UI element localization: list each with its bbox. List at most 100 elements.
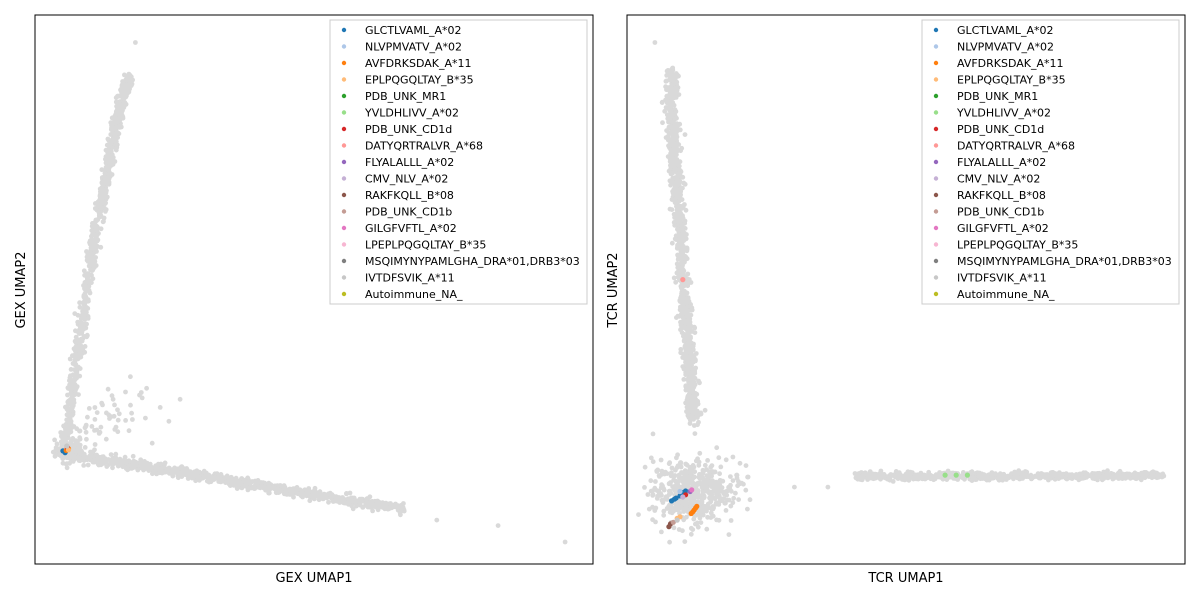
background-cell-point [745, 506, 750, 512]
background-cell-point [702, 480, 708, 485]
background-cell-point [658, 457, 664, 463]
background-cell-point [739, 480, 745, 486]
background-cell-point [696, 419, 701, 425]
background-cell-point [122, 72, 127, 78]
epitope-cell-point [671, 496, 678, 502]
background-cell-point [317, 489, 323, 495]
background-cell-point [83, 429, 89, 435]
background-cell-point [652, 40, 658, 45]
background-cell-point [668, 506, 673, 512]
background-cell-point [676, 167, 681, 172]
background-cell-point [745, 474, 751, 480]
background-cell-point [680, 227, 686, 233]
background-cell-point [70, 459, 76, 464]
background-cell-point [99, 167, 105, 173]
background-cell-point [77, 304, 83, 310]
background-cell-point [83, 423, 89, 429]
background-cell-point [149, 440, 155, 446]
background-cell-point [699, 484, 705, 490]
legend-label: IVTDFSVIK_A*11 [957, 272, 1047, 285]
background-cell-point [724, 488, 730, 494]
background-cell-point [360, 505, 366, 510]
background-cell-point [82, 445, 88, 450]
background-cell-point [636, 512, 641, 517]
background-cell-point [310, 489, 315, 495]
background-cell-point [674, 149, 680, 154]
background-cell-point [77, 450, 83, 456]
background-cell-point [113, 451, 119, 457]
background-cell-point [82, 286, 87, 292]
background-cell-point [71, 454, 76, 459]
epitope-cell-point [964, 472, 971, 478]
background-cell-point [671, 211, 677, 217]
background-cell-point [352, 498, 358, 504]
background-cell-point [683, 254, 689, 260]
background-cell-point [81, 463, 87, 468]
background-cell-point [698, 509, 704, 515]
legend-label: RAKFKQLL_B*08 [365, 189, 454, 202]
background-cell-point [690, 366, 695, 372]
background-cell-point [728, 482, 733, 488]
x-axis-label: GEX UMAP1 [275, 571, 352, 586]
background-cell-point [926, 469, 932, 475]
background-cell-point [356, 498, 362, 504]
background-cell-point [692, 390, 698, 396]
background-cell-point [688, 525, 694, 531]
background-cell-point [93, 247, 99, 253]
background-cell-point [700, 467, 706, 473]
background-cell-point [668, 157, 674, 163]
background-cell-point [875, 472, 881, 478]
background-cell-point [354, 503, 359, 509]
background-cell-point [1001, 472, 1007, 477]
background-cell-point [648, 478, 654, 484]
background-cell-point [108, 142, 113, 148]
background-cell-point [700, 495, 706, 501]
background-cell-point [326, 499, 331, 505]
background-cell-point [726, 532, 732, 537]
background-cell-point [667, 539, 672, 545]
background-cell-point [92, 259, 98, 264]
background-cell-point [1078, 476, 1083, 482]
background-cell-point [1097, 474, 1102, 480]
background-cell-point [266, 480, 272, 486]
background-cell-point [86, 283, 92, 289]
background-cell-point [113, 112, 119, 117]
background-cell-point [81, 306, 87, 312]
background-cell-point [100, 219, 106, 225]
background-cell-point [728, 518, 734, 523]
background-cell-point [94, 453, 100, 459]
legend: GLCTLVAML_A*02 NLVPMVATV_A*02 AVFDRKSDAK_A… [921, 19, 1180, 305]
background-cell-point [1011, 475, 1017, 480]
background-cell-point [180, 468, 186, 473]
legend-marker [341, 225, 347, 231]
background-cell-point [667, 137, 672, 143]
background-cell-point [682, 333, 688, 339]
legend-label: YVLDHLIVV_A*02 [956, 107, 1051, 120]
background-cell-point [125, 467, 130, 473]
background-cell-point [666, 481, 672, 487]
background-cell-point [81, 326, 86, 332]
legend-marker [341, 291, 347, 297]
background-cell-point [712, 496, 718, 502]
background-cell-point [687, 304, 692, 309]
background-cell-point [135, 467, 141, 472]
background-cell-point [77, 366, 83, 371]
background-cell-point [716, 455, 722, 461]
legend-box [329, 19, 588, 305]
y-axis-label: GEX UMAP2 [14, 251, 29, 328]
background-cell-point [726, 497, 732, 503]
background-cell-point [734, 472, 739, 478]
background-cell-point [689, 477, 694, 483]
background-cell-point [80, 310, 86, 316]
background-cell-point [110, 155, 116, 160]
background-cell-point [197, 477, 202, 483]
background-cell-point [303, 492, 308, 498]
background-cell-point [63, 439, 69, 444]
background-cell-point [86, 271, 91, 277]
background-cell-point [237, 480, 243, 485]
background-cell-point [1148, 473, 1154, 479]
background-cell-point [683, 461, 689, 467]
background-cell-point [382, 504, 388, 510]
background-cell-point [670, 190, 676, 196]
background-cell-point [82, 453, 87, 459]
